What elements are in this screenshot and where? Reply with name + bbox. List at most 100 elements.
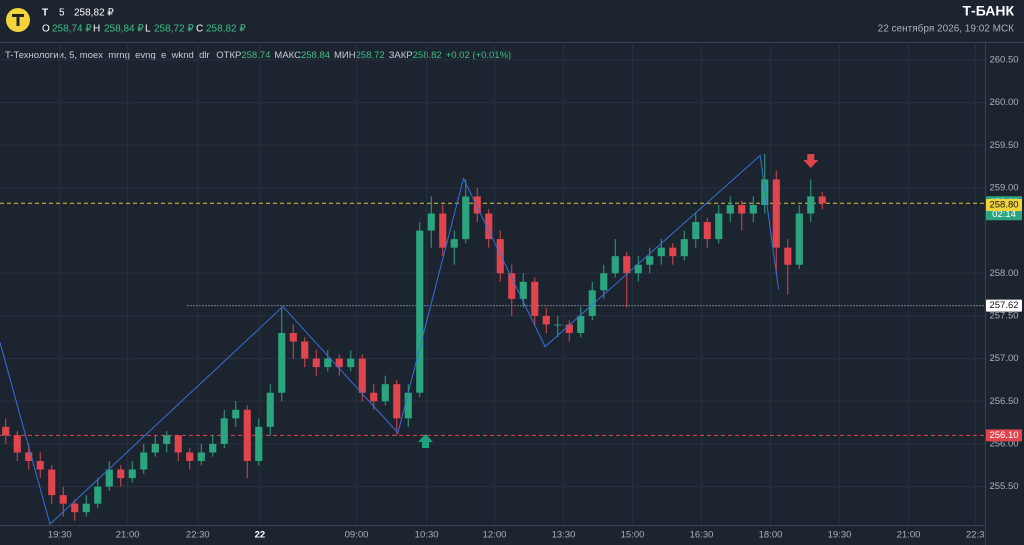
logo-mark [12,14,24,26]
x-tick-label: 15:00 [621,530,645,541]
candle-body [105,469,113,487]
x-tick-label: 18:00 [759,530,783,541]
signal-arrow [418,433,434,448]
legend-value: 258.72 [356,50,385,61]
x-tick-label: 12:00 [483,530,507,541]
candle-body [128,469,136,479]
legend-value: 258.84 [301,50,330,61]
legend-value: 258.82 [413,50,442,61]
ohlc-value: 258,72 ₽ [154,24,194,35]
ohlc-label: H [93,24,100,35]
legend-value: 258.74 [241,50,270,61]
candle-body [13,435,21,453]
y-tick-label: 255.50 [989,481,1018,492]
candle-body [209,443,217,453]
candle-body [600,273,608,291]
legend-change: +0.02 (+0.01%) [446,50,512,61]
brand: Т-БАНК [962,3,1014,19]
signal-arrow [803,154,819,169]
candle-body [174,435,182,453]
y-tick-label: 257.50 [989,310,1018,321]
x-tick-label: 21:00 [116,530,140,541]
candle-body [140,452,148,470]
candle-body [473,196,481,214]
y-tick-label: 258.00 [989,268,1018,279]
candle-body [703,222,711,240]
logo[interactable] [6,8,30,32]
candle-body [439,213,447,248]
ohlc-label: L [145,24,151,35]
candle-body [588,290,596,316]
y-tick-label: 259.00 [989,182,1018,193]
candle-body [450,239,458,248]
candle-body [48,469,56,496]
candle-body [220,418,228,444]
legend-label: ЗАКР [389,50,413,61]
y-tick-label: 260.00 [989,97,1018,108]
legend-label: ОТКР [216,50,241,61]
candle-body [59,495,67,504]
candle-body [266,392,274,427]
ohlc-value: 258,82 ₽ [206,24,246,35]
ohlc-label: O [42,24,50,35]
candle-body [197,452,205,461]
candle-body [358,358,366,393]
price-box [986,198,1022,211]
candle-body [508,273,516,299]
candle-body [94,486,102,504]
candle-body [818,196,826,204]
candle-body [232,409,240,419]
candle-body [715,213,723,240]
ohlc-value: 258,84 ₽ [104,24,144,35]
candle-body [335,358,343,368]
candle-body [784,247,792,265]
price-box [986,429,1022,442]
candle-body [82,503,90,513]
candle-body [2,426,10,436]
price: 258,82 ₽ [74,8,114,19]
y-tick-label: 260.50 [989,54,1018,65]
candle-body [381,384,389,402]
x-tick-label: 16:30 [690,530,714,541]
candle-body [289,332,297,342]
candle-body [163,435,171,444]
legend-label: МАКС [274,50,301,61]
candle-body [370,392,378,402]
y-tick-label: 257.00 [989,353,1018,364]
symbol: T [42,8,48,19]
candle-body [680,239,688,257]
datetime: 22 сентября 2026, 19:02 МСК [878,23,1015,35]
x-tick-label: 22:30 [186,530,210,541]
candle-body [795,213,803,265]
candle-body [623,256,631,274]
candle-body [416,230,424,393]
price-box-label: 258.80 [989,200,1018,211]
price-box-label: 256.10 [989,430,1018,441]
candle-body [71,503,79,513]
candle-body [312,358,320,368]
ohlc-value: 258,74 ₽ [52,24,92,35]
x-tick-label: 22 [255,530,266,541]
candle-body [36,460,44,470]
candle-body [404,392,412,419]
candle-body [462,196,470,240]
candle-body [749,204,757,214]
candle-body [657,247,665,257]
candle-body [243,409,251,461]
candle-body [634,264,642,274]
candle-body [324,358,332,368]
candle-body [485,213,493,240]
candle-body [577,315,585,333]
candle-body [531,281,539,316]
candle-body [554,324,562,326]
x-tick-label: 22:3 [966,530,985,541]
price-box [986,299,1022,312]
candle-body [726,204,734,214]
legend-name: T-Технологии, 5, moex_mrng_evng_e_wknd_d… [5,50,210,61]
x-tick-label: 09:00 [345,530,369,541]
candle-body [646,256,654,265]
candle-body [186,452,194,461]
candle-body [772,179,780,248]
